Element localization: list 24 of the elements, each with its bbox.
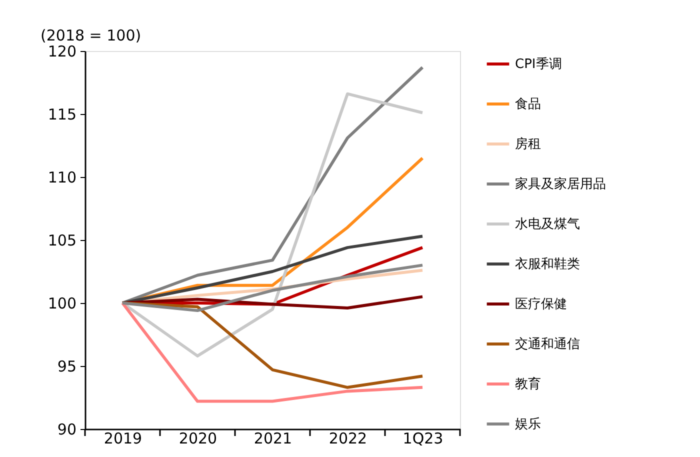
legend-label: 房租 xyxy=(515,136,541,152)
legend-label: 水电及煤气 xyxy=(515,217,580,232)
legend-label: 医疗保健 xyxy=(515,297,567,312)
x-tick-label: 2021 xyxy=(254,430,292,448)
legend-label: 衣服和鞋类 xyxy=(515,257,580,272)
x-tick-label: 2022 xyxy=(328,430,368,448)
y-tick-label: 90 xyxy=(57,420,76,438)
y-tick-label: 110 xyxy=(48,168,76,186)
legend-label: 交通和通信 xyxy=(515,336,580,352)
y-tick-label: 100 xyxy=(48,294,76,312)
legend-label: 家具及家居用品 xyxy=(515,176,606,192)
legend-label: 食品 xyxy=(515,97,541,112)
legend-label: 娱乐 xyxy=(515,417,541,432)
legend-label: CPI季调 xyxy=(515,57,562,72)
y-tick-label: 105 xyxy=(48,232,76,250)
y-tick-label: 120 xyxy=(48,42,76,60)
legend-label: 教育 xyxy=(515,376,541,392)
y-axis-title: (2018 = 100) xyxy=(40,26,142,44)
line-series xyxy=(121,234,424,304)
x-tick-label: 2020 xyxy=(178,430,218,448)
y-tick-label: 95 xyxy=(57,358,76,376)
x-tick-label: 2019 xyxy=(104,430,142,448)
y-tick-label: 115 xyxy=(48,106,76,124)
x-tick-label: 1Q23 xyxy=(402,430,444,448)
